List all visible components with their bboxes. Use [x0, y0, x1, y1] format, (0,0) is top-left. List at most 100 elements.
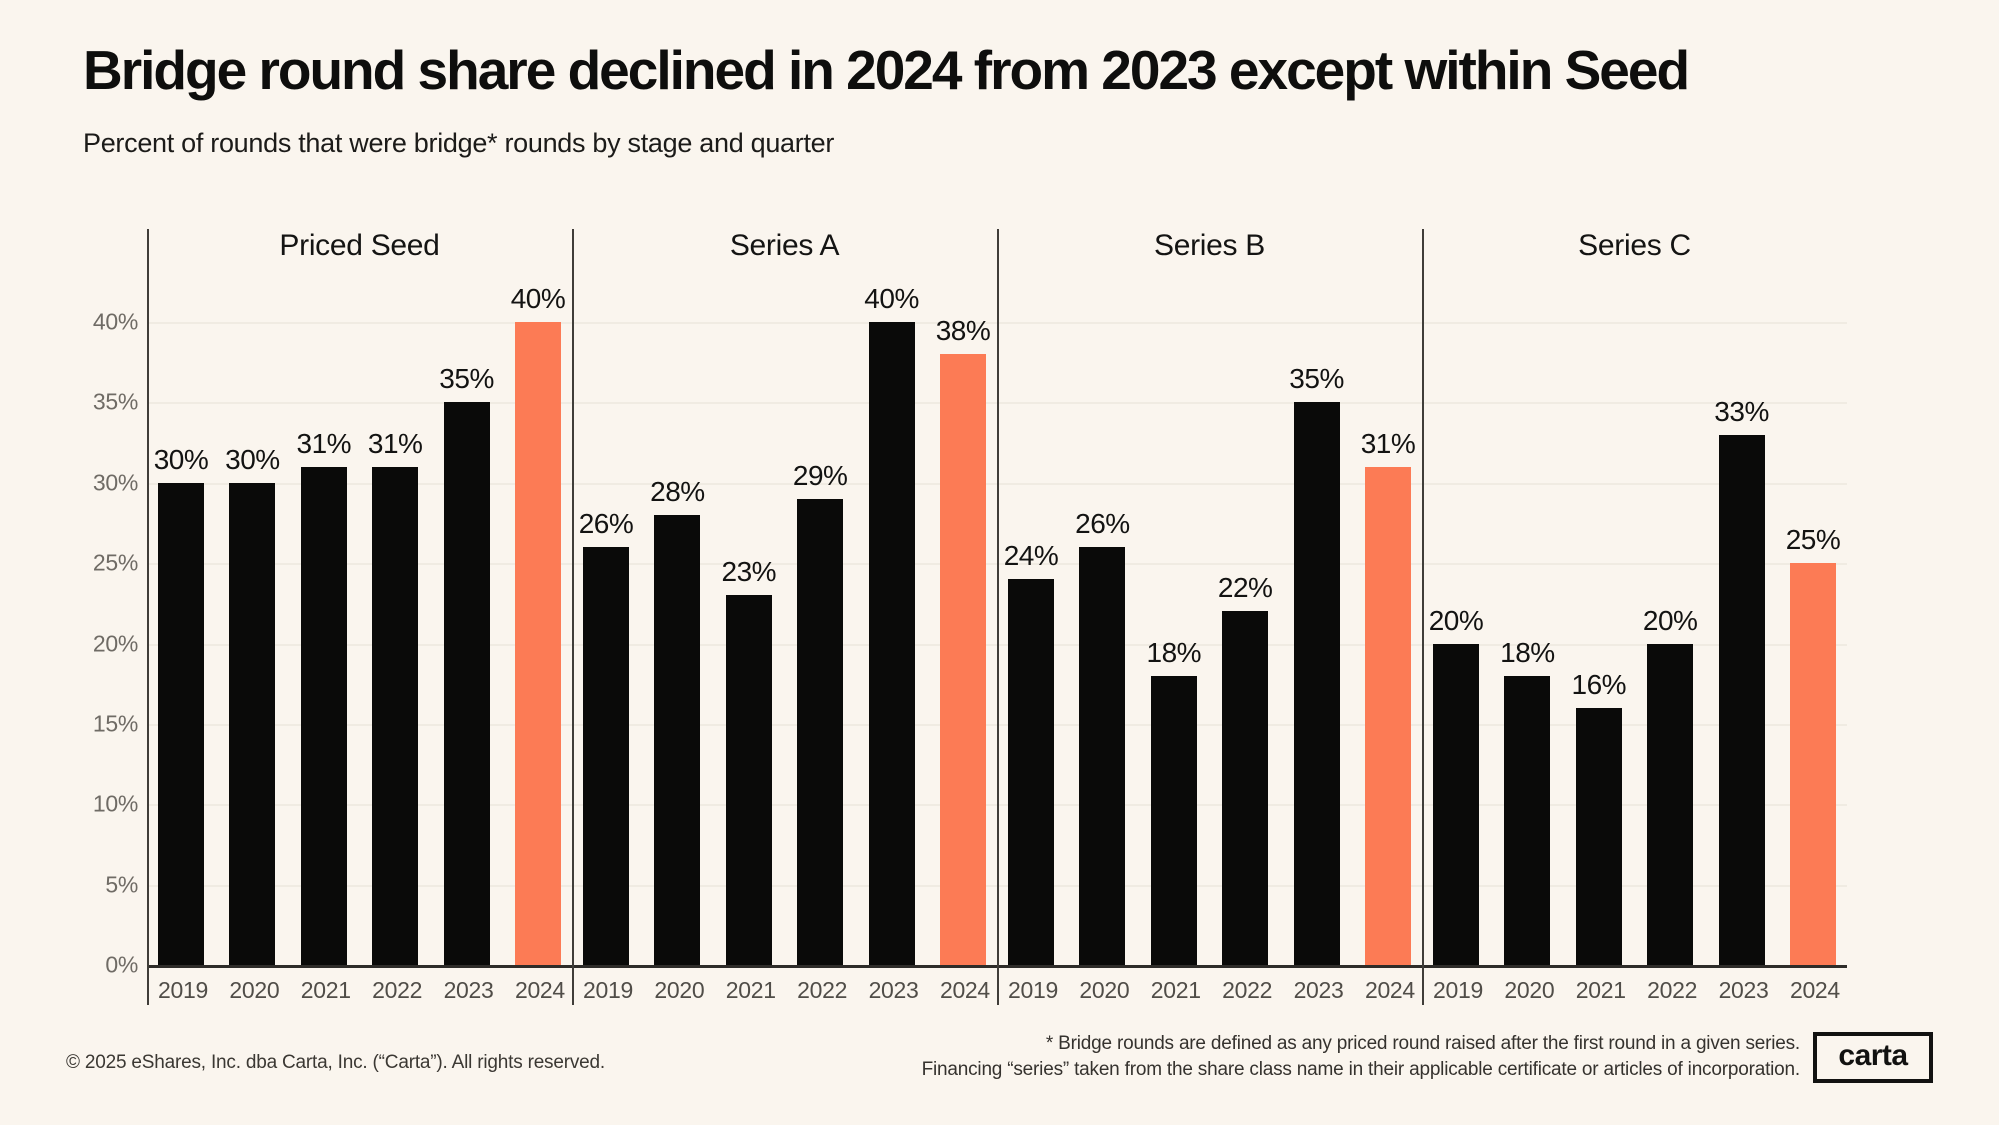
- bar-column: 26%: [579, 508, 634, 965]
- bar-column: 18%: [1500, 637, 1555, 965]
- bar-value-label: 20%: [1642, 604, 1698, 636]
- bar-priced-seed-2020: [229, 482, 276, 965]
- bar-value-label: 30%: [225, 443, 280, 475]
- bar-value-label: 31%: [296, 427, 352, 459]
- bar-column: 20%: [1429, 605, 1484, 965]
- bar-value-label: 25%: [1785, 524, 1841, 556]
- bar-series-c-2022: [1647, 643, 1694, 965]
- bar-value-label: 16%: [1571, 668, 1627, 700]
- bar-series-c-2021: [1575, 707, 1622, 965]
- x-tick-row: 2019 2020 2021 2022 2023 2024: [1422, 977, 1847, 1004]
- x-tick-label: 2023: [868, 977, 919, 1003]
- bar-series-c-2024: [1789, 563, 1836, 965]
- bar-value-label: 28%: [650, 475, 705, 507]
- bar-column: 38%: [936, 315, 991, 965]
- bar-column: 26%: [1075, 508, 1130, 965]
- x-tick-label: 2020: [1504, 977, 1555, 1003]
- y-tick-label: 10%: [92, 790, 138, 817]
- copyright-text: © 2025 eShares, Inc. dba Carta, Inc. (“C…: [66, 1052, 605, 1073]
- group-title: Series A: [729, 229, 840, 262]
- footnote-line-2: Financing “series” taken from the share …: [921, 1059, 1801, 1080]
- x-tick-label: 2023: [1293, 977, 1344, 1003]
- y-axis: 0% 5% 10% 15% 20% 25% 30% 35% 40%: [0, 229, 138, 1005]
- page-subtitle: Percent of rounds that were bridge* roun…: [83, 128, 835, 158]
- x-tick-row: 2019 2020 2021 2022 2023 2024: [147, 977, 572, 1004]
- bars-row: 26% 28% 23% 29% 40% 38%: [572, 229, 997, 965]
- bar-series-c-2019: [1433, 643, 1479, 965]
- footnote: * Bridge rounds are defined as any price…: [800, 1031, 1801, 1083]
- y-tick-label: 5%: [105, 871, 138, 898]
- bar-priced-seed-2019: [158, 482, 204, 965]
- bar-series-c-2023: [1718, 434, 1765, 965]
- group-title: Priced Seed: [279, 229, 440, 262]
- bar-value-label: 29%: [792, 459, 848, 491]
- bar-column: 25%: [1786, 524, 1841, 965]
- bar-column: 31%: [297, 428, 352, 965]
- x-tick-label: 2020: [1079, 977, 1130, 1003]
- bar-value-label: 20%: [1428, 604, 1484, 636]
- group-separator-line: [572, 229, 574, 1005]
- bar-value-label: 18%: [1146, 636, 1202, 668]
- group-separator-line: [147, 229, 149, 1005]
- bar-series-b-2023: [1293, 402, 1340, 965]
- x-tick-label: 2022: [1222, 977, 1273, 1003]
- bar-value-label: 31%: [367, 427, 423, 459]
- bar-value-label: 26%: [1075, 508, 1130, 540]
- x-tick-label: 2020: [229, 977, 280, 1003]
- x-tick-label: 2023: [443, 977, 494, 1003]
- bar-column: 16%: [1572, 669, 1627, 965]
- bar-priced-seed-2021: [300, 466, 347, 965]
- x-tick-row: 2019 2020 2021 2022 2023 2024: [997, 977, 1422, 1004]
- bar-column: 31%: [1361, 428, 1416, 965]
- x-tick-label: 2019: [158, 977, 208, 1003]
- x-tick-label: 2021: [1150, 977, 1201, 1003]
- bar-value-label: 35%: [1289, 363, 1344, 395]
- group-title: Series C: [1578, 229, 1691, 262]
- group-separator-line: [1422, 229, 1424, 1005]
- y-tick-label: 15%: [92, 710, 138, 737]
- bars-row: 24% 26% 18% 22% 35% 31%: [997, 229, 1422, 965]
- bar-column: 20%: [1643, 605, 1698, 965]
- bar-column: 22%: [1218, 572, 1273, 965]
- bar-column: 23%: [722, 556, 777, 965]
- y-tick-label: 35%: [92, 388, 138, 415]
- page-title: Bridge round share declined in 2024 from…: [83, 39, 1690, 101]
- bar-column: 18%: [1147, 637, 1202, 965]
- bar-column: 31%: [368, 428, 423, 965]
- x-tick-label: 2024: [1789, 977, 1840, 1003]
- x-tick-label: 2019: [1008, 977, 1058, 1003]
- bar-column: 29%: [793, 460, 848, 965]
- bar-series-a-2023: [868, 322, 915, 965]
- x-tick-label: 2022: [797, 977, 848, 1003]
- bar-priced-seed-2024: [514, 322, 561, 965]
- bar-series-a-2024: [939, 354, 986, 965]
- bar-series-b-2021: [1150, 675, 1197, 965]
- x-tick-label: 2020: [654, 977, 705, 1003]
- x-tick-label: 2022: [372, 977, 423, 1003]
- bar-priced-seed-2022: [372, 466, 419, 965]
- carta-logo: carta: [1813, 1032, 1933, 1083]
- y-tick-label: 40%: [92, 308, 138, 335]
- bar-value-label: 23%: [721, 556, 777, 588]
- bar-value-label: 31%: [1360, 427, 1416, 459]
- bar-value-label: 40%: [510, 283, 566, 314]
- stage-group: Series B 24% 26% 18% 22% 35% 31% 2019 2020 2021 20…: [997, 229, 1422, 1005]
- bar-value-label: 18%: [1500, 636, 1555, 668]
- y-tick-label: 0%: [105, 951, 138, 978]
- bar-column: 28%: [650, 476, 705, 965]
- x-tick-label: 2021: [300, 977, 351, 1003]
- bar-value-label: 22%: [1217, 572, 1273, 604]
- bar-series-b-2022: [1222, 611, 1269, 965]
- bar-value-label: 26%: [578, 508, 634, 540]
- x-tick-label: 2021: [725, 977, 776, 1003]
- bar-column: 30%: [154, 444, 209, 965]
- y-tick-label: 30%: [92, 469, 138, 496]
- x-tick-label: 2023: [1718, 977, 1769, 1003]
- bar-value-label: 35%: [439, 363, 494, 395]
- x-tick-label: 2019: [1433, 977, 1483, 1003]
- bar-series-a-2022: [797, 498, 844, 965]
- y-tick-label: 25%: [92, 549, 138, 576]
- header: Bridge round share declined in 2024 from…: [83, 38, 1943, 159]
- bar-series-a-2020: [654, 514, 701, 965]
